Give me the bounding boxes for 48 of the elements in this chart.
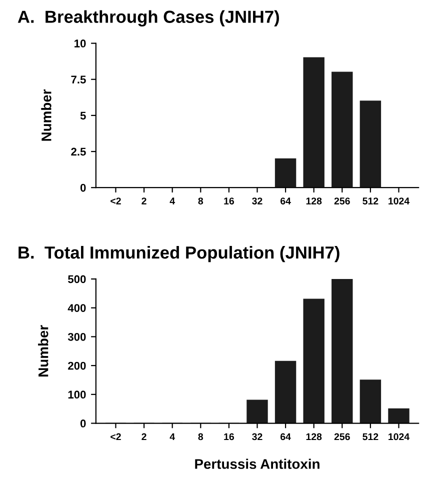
y-tick-label: 300	[68, 332, 86, 341]
bar	[332, 72, 353, 188]
x-tick-label: 128	[306, 433, 322, 440]
x-tick-label: 16	[224, 433, 234, 440]
chart-title: B. Total Immunized Population (JNIH7)	[18, 246, 340, 262]
bar	[332, 278, 353, 424]
y-tick-label: 500	[68, 275, 86, 284]
y-tick-label: 400	[68, 304, 86, 312]
x-tick-label: 8	[198, 198, 204, 204]
x-tick-label: 4	[170, 198, 175, 204]
x-tick-label: <2	[110, 433, 121, 440]
x-tick-label: 8	[198, 433, 204, 440]
bar	[274, 360, 296, 424]
x-tick-label: 4	[170, 433, 175, 440]
x-tick-label: 512	[362, 433, 378, 440]
bar	[388, 408, 410, 424]
x-tick-label: 256	[334, 433, 350, 440]
y-tick-label: 0	[80, 420, 86, 428]
x-tick-label: 2	[142, 198, 146, 204]
x-axis-title: Pertussis Antitoxin	[195, 458, 320, 469]
y-axis-title: Number	[41, 89, 52, 141]
bar	[303, 298, 324, 424]
bar	[303, 57, 324, 188]
x-tick-label: 64	[280, 198, 291, 204]
x-tick-label: 64	[280, 433, 291, 440]
x-tick-label: 128	[306, 198, 322, 204]
y-axis-title: Number	[38, 325, 48, 376]
y-tick-label: 0	[80, 184, 86, 192]
x-tick-label: 1024	[388, 433, 410, 440]
x-tick-label: <2	[110, 198, 121, 204]
x-tick-label: 16	[224, 198, 234, 204]
x-tick-label: 1024	[388, 198, 410, 204]
bar	[360, 100, 382, 188]
y-tick-label: 200	[68, 362, 86, 370]
bar	[360, 380, 382, 424]
y-tick-label: 100	[68, 390, 86, 399]
x-tick-label: 256	[334, 198, 350, 204]
y-tick-label: 5	[80, 112, 86, 120]
bar	[274, 158, 296, 188]
x-tick-label: 512	[362, 198, 378, 204]
chart-title: A. Breakthrough Cases (JNIH7)	[18, 10, 279, 26]
x-tick-label: 32	[252, 198, 262, 204]
x-tick-label: 2	[142, 433, 146, 440]
x-tick-label: 32	[252, 433, 262, 440]
bar	[246, 400, 268, 424]
y-tick-label: 10	[74, 40, 86, 48]
y-tick-label: 2.5	[71, 148, 86, 156]
y-tick-label: 7.5	[71, 76, 86, 84]
